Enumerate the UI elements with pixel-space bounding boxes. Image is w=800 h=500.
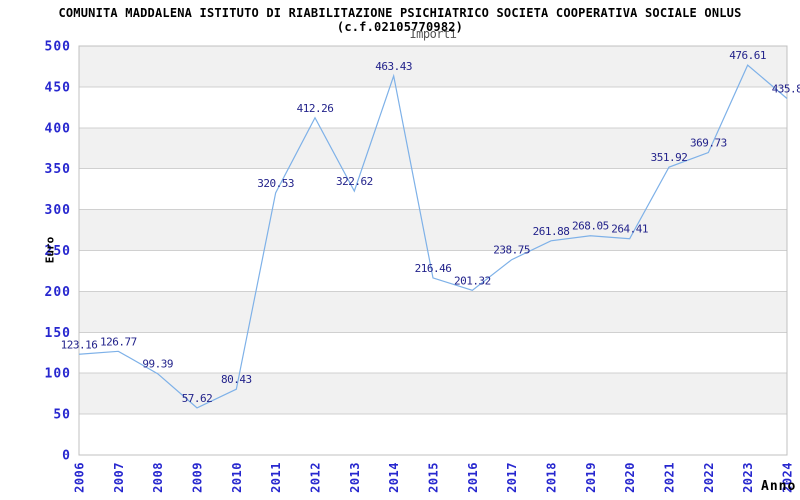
y-tick-label: 250 [45,244,71,259]
data-label: 264.41 [611,223,648,236]
data-label: 435.8 [772,83,800,96]
x-tick-label: 2012 [309,462,323,493]
data-label: 268.05 [572,220,609,233]
plot-band [79,46,787,87]
data-label: 201.32 [454,274,491,287]
data-label: 322.62 [336,175,373,188]
x-tick-label: 2018 [545,462,559,493]
data-label: 351.92 [651,151,688,164]
x-tick-label: 2014 [387,462,401,493]
x-tick-label: 2019 [584,462,598,493]
plot-border [78,45,788,456]
x-tick-label: 2015 [427,462,441,493]
data-label: 412.26 [297,102,334,115]
data-label: 126.77 [100,335,137,348]
y-tick-label: 400 [45,121,71,136]
data-label: 261.88 [533,225,570,238]
y-tick-label: 100 [45,367,71,382]
data-label: 123.16 [61,338,98,351]
data-label: 216.46 [415,262,452,275]
y-tick-label: 150 [45,326,71,341]
x-tick-label: 2017 [505,462,519,493]
y-tick-label: 200 [45,285,71,300]
plot-band [79,127,787,169]
x-tick-label: 2020 [623,462,637,493]
data-label: 238.75 [493,244,530,257]
x-tick-label: 2010 [230,462,244,493]
plot-band [79,291,787,333]
y-axis-title: Euro [43,236,57,264]
x-tick-label: 2024 [781,462,795,493]
data-label: 369.73 [690,137,727,150]
plot-band [79,209,787,251]
data-line [78,64,788,409]
y-tick-label: 350 [45,162,71,177]
data-label: 99.39 [142,358,173,371]
x-tick-label: 2011 [269,462,283,493]
page-title: COMUNITA MADDALENA ISTITUTO DI RIABILITA… [58,6,742,34]
y-tick-label: 300 [45,203,71,218]
x-tick-label: 2006 [73,462,87,493]
data-label: 476.61 [729,49,766,62]
chart-subtitle: Importi [409,27,457,41]
x-tick-label: 2016 [466,462,480,493]
y-tick-label: 500 [45,40,71,55]
x-tick-label: 2007 [112,462,126,493]
x-tick-label: 2021 [663,462,677,493]
x-tick-label: 2023 [741,462,755,493]
y-tick-label: 0 [62,449,71,464]
data-label: 80.43 [221,373,252,386]
x-tick-label: 2008 [151,462,165,493]
y-tick-label: 450 [45,80,71,95]
x-tick-label: 2022 [702,462,716,493]
data-label: 57.62 [182,392,213,405]
y-tick-label: 50 [53,408,71,423]
data-label: 463.43 [375,60,412,73]
x-tick-label: 2013 [348,462,362,493]
data-label: 320.53 [257,177,294,190]
x-axis-title: Anno [761,479,797,494]
x-tick-label: 2009 [191,462,205,493]
